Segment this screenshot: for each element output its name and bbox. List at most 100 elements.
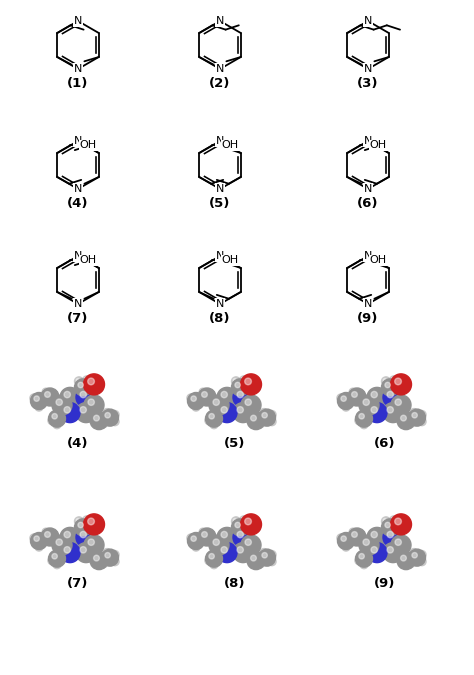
Circle shape <box>371 531 377 538</box>
Circle shape <box>44 389 46 392</box>
Circle shape <box>83 374 104 395</box>
Circle shape <box>397 412 415 429</box>
Circle shape <box>64 531 71 538</box>
Circle shape <box>192 403 200 411</box>
Circle shape <box>270 419 272 422</box>
Circle shape <box>74 519 91 536</box>
Circle shape <box>383 527 403 547</box>
Circle shape <box>360 560 368 568</box>
Circle shape <box>409 409 426 426</box>
Circle shape <box>76 379 79 381</box>
Circle shape <box>240 514 262 535</box>
Circle shape <box>199 537 201 539</box>
Circle shape <box>105 412 110 418</box>
Text: N: N <box>74 251 82 261</box>
Circle shape <box>231 379 248 396</box>
Circle shape <box>189 396 191 398</box>
Circle shape <box>231 517 240 526</box>
Circle shape <box>411 410 414 413</box>
Circle shape <box>90 551 108 570</box>
Text: N: N <box>216 64 224 74</box>
Text: N: N <box>216 16 224 26</box>
Circle shape <box>193 545 196 547</box>
Text: N: N <box>216 251 224 261</box>
Circle shape <box>112 412 115 414</box>
Circle shape <box>405 526 407 529</box>
Circle shape <box>59 418 61 421</box>
Circle shape <box>262 550 264 553</box>
Circle shape <box>257 420 265 427</box>
Circle shape <box>57 557 65 565</box>
Circle shape <box>76 527 96 547</box>
Circle shape <box>93 415 100 421</box>
Circle shape <box>254 525 260 532</box>
Circle shape <box>348 537 351 539</box>
Circle shape <box>385 382 391 387</box>
Circle shape <box>419 412 422 414</box>
Circle shape <box>356 558 359 561</box>
Circle shape <box>48 550 65 567</box>
Circle shape <box>262 412 267 418</box>
Text: N: N <box>364 251 372 261</box>
Circle shape <box>209 395 229 415</box>
Text: OH: OH <box>79 255 96 265</box>
Circle shape <box>101 549 118 566</box>
Circle shape <box>74 377 83 386</box>
Circle shape <box>237 547 244 553</box>
Circle shape <box>383 379 386 381</box>
Circle shape <box>268 410 276 418</box>
Circle shape <box>199 397 201 399</box>
Circle shape <box>383 543 403 563</box>
Circle shape <box>213 399 219 406</box>
Text: (9): (9) <box>374 576 396 589</box>
Circle shape <box>387 392 393 398</box>
Circle shape <box>235 522 240 528</box>
Text: N: N <box>74 64 82 74</box>
Circle shape <box>93 556 100 561</box>
Circle shape <box>240 374 262 395</box>
Circle shape <box>112 552 115 555</box>
Circle shape <box>362 562 364 565</box>
Circle shape <box>201 389 203 392</box>
Circle shape <box>251 415 256 421</box>
Circle shape <box>187 394 195 402</box>
Circle shape <box>268 558 276 566</box>
Circle shape <box>191 536 196 541</box>
Circle shape <box>364 416 372 425</box>
Circle shape <box>205 416 213 425</box>
Circle shape <box>214 557 222 565</box>
Circle shape <box>348 397 351 399</box>
Circle shape <box>30 392 47 410</box>
Circle shape <box>391 514 411 535</box>
Circle shape <box>401 556 406 561</box>
Text: (1): (1) <box>67 77 89 90</box>
Circle shape <box>268 551 276 559</box>
Circle shape <box>359 395 379 415</box>
Circle shape <box>355 416 363 425</box>
Circle shape <box>412 553 417 558</box>
Circle shape <box>55 422 57 425</box>
Circle shape <box>270 552 272 555</box>
Circle shape <box>42 388 50 396</box>
Text: (8): (8) <box>224 576 246 589</box>
Circle shape <box>363 399 369 406</box>
Circle shape <box>397 551 415 570</box>
Circle shape <box>205 557 213 565</box>
Circle shape <box>411 550 414 553</box>
Circle shape <box>221 531 228 538</box>
Text: N: N <box>216 136 224 146</box>
Circle shape <box>233 402 253 423</box>
Circle shape <box>395 518 401 524</box>
Text: (5): (5) <box>210 197 231 210</box>
Circle shape <box>59 558 61 561</box>
Circle shape <box>342 403 350 411</box>
Circle shape <box>419 419 422 422</box>
Circle shape <box>52 554 57 559</box>
Circle shape <box>359 414 365 419</box>
Circle shape <box>407 560 415 568</box>
Circle shape <box>233 379 236 381</box>
Circle shape <box>337 394 345 402</box>
Text: (7): (7) <box>67 312 89 325</box>
Circle shape <box>385 522 391 528</box>
Circle shape <box>216 558 218 561</box>
